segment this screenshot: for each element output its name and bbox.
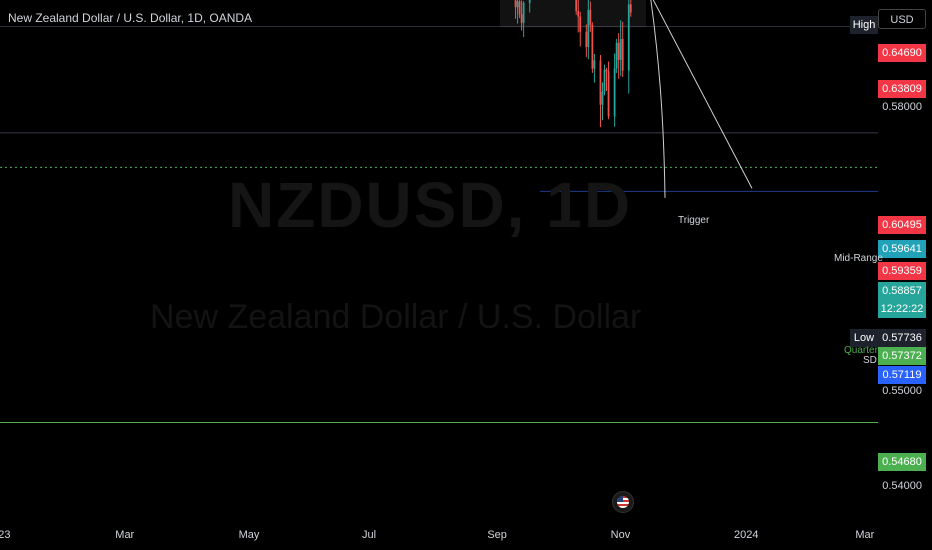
x-tick-label: Jul [361, 529, 377, 541]
x-tick-label: Mar [115, 529, 135, 541]
price-label-resistance-2: 0.63809 [878, 80, 926, 98]
candle-body [520, 14, 523, 23]
candle [629, 0, 632, 17]
quarter-annotation: Quarter [844, 345, 878, 356]
candle-body [617, 42, 620, 60]
symbol-title[interactable]: New Zealand Dollar / U.S. Dollar, 1D, OA… [8, 11, 253, 25]
y-tick-label: 0.54000 [882, 480, 922, 492]
candle-body [605, 69, 608, 72]
price-label-resistance-1: 0.64690 [878, 44, 926, 62]
candle [528, 0, 531, 13]
sd-price-label: 0.57119 [878, 366, 926, 384]
y-tick-label: 0.58000 [882, 100, 922, 113]
descending-trendline [652, 0, 753, 189]
candle-body [518, 1, 521, 15]
price-label-mid-range: 0.59641 [878, 240, 926, 258]
candle-body [629, 4, 632, 13]
candle-body [613, 68, 616, 117]
price-label-trigger: 0.60495 [878, 216, 926, 234]
candle-body [514, 0, 517, 8]
mid-range-annotation: Mid-Range [834, 253, 883, 264]
candle-body [599, 60, 602, 105]
us-flag-event-icon[interactable] [612, 491, 634, 513]
candle [577, 0, 580, 33]
watermark-ticker: NZDUSD, 1D [228, 169, 633, 241]
support-price-label: 0.54680 [878, 453, 926, 471]
x-tick-label: Nov [610, 529, 631, 541]
candle-body [619, 39, 622, 60]
trigger-annotation: Trigger [678, 215, 710, 226]
candle [593, 53, 596, 83]
candle [599, 54, 602, 128]
candle-body [591, 24, 594, 69]
candle [522, 1, 525, 38]
candle-body [603, 69, 606, 92]
low-price-label: 0.57736 [878, 329, 926, 347]
candle-body [627, 4, 630, 71]
candle-body [607, 71, 610, 117]
projection-arrow-line [650, 0, 666, 198]
x-tick-label: May [238, 529, 260, 541]
x-tick-label: Sep [487, 529, 507, 541]
candle [607, 61, 610, 120]
candle [615, 38, 618, 73]
countdown-label: 12:22:22 [878, 300, 926, 318]
sd-annotation: SD [863, 355, 877, 366]
candle [605, 67, 608, 92]
candle-body [589, 9, 592, 25]
candle-body [579, 16, 582, 32]
y-tick-label: 0.55000 [882, 385, 922, 398]
candle-body [522, 2, 525, 23]
candle-body [575, 0, 578, 12]
candle [601, 82, 604, 121]
candle [514, 0, 517, 19]
x-tick-label: Mar [855, 529, 875, 541]
candle [575, 0, 578, 15]
x-tick-label: 2024 [734, 529, 759, 541]
candle [613, 53, 616, 127]
candle [520, 0, 523, 31]
candlestick-series [514, 0, 632, 128]
watermark-name: New Zealand Dollar / U.S. Dollar [150, 298, 642, 336]
trend-drawings [650, 0, 753, 198]
candle-body [516, 1, 519, 8]
candle [589, 1, 592, 32]
low-label: Low [850, 329, 878, 347]
candle [617, 32, 620, 79]
candle-body [621, 39, 624, 71]
candle [603, 64, 606, 96]
candle [591, 22, 594, 73]
candle-body [577, 11, 580, 17]
candle-body [593, 60, 596, 69]
price-label-resistance-3: 0.59359 [878, 262, 926, 280]
candle [518, 0, 521, 19]
candle [619, 20, 622, 77]
candle [579, 11, 582, 47]
candle-body [585, 31, 588, 48]
x-tick-label: 2023 [0, 529, 11, 541]
candle [587, 0, 590, 60]
candle [621, 21, 624, 78]
candle [585, 24, 588, 58]
candle-body [528, 0, 531, 3]
currency-button[interactable]: USD [878, 9, 926, 29]
high-label: High [850, 16, 878, 34]
candle-body [615, 42, 618, 69]
current-price-label: 0.58857 [878, 282, 926, 300]
candle [627, 0, 630, 94]
candle-body [587, 9, 590, 48]
quarter-price-label: 0.57372 [878, 347, 926, 365]
candle [516, 0, 519, 24]
candle-body [601, 91, 604, 105]
